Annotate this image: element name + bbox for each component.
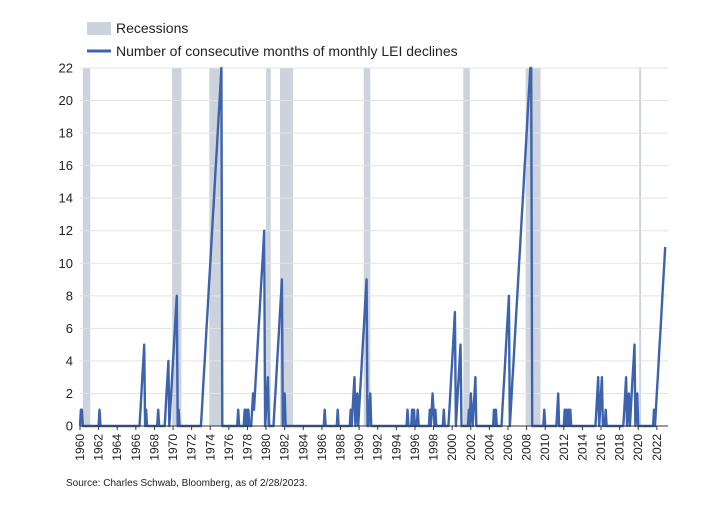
legend-label-recessions: Recessions [116,20,188,36]
x-tick-label-1970: 1970 [166,434,180,461]
y-tick-label-20: 20 [59,93,73,108]
y-tick-label-10: 10 [59,256,73,271]
x-tick-label-1962: 1962 [92,434,106,461]
x-tick-label-1990: 1990 [352,434,366,461]
x-tick-label-2012: 2012 [557,434,571,461]
recession-band-3 [266,68,271,426]
y-tick-label-14: 14 [59,191,73,206]
x-tick-label-1976: 1976 [222,434,236,461]
x-tick-label-1988: 1988 [334,434,348,461]
x-tick-label-2002: 2002 [464,434,478,461]
x-tick-label-1982: 1982 [278,434,292,461]
source-note: Source: Charles Schwab, Bloomberg, as of… [66,478,308,489]
legend-label-lei: Number of consecutive months of monthly … [116,43,458,59]
y-tick-label-8: 8 [66,288,73,303]
y-tick-label-18: 18 [59,126,73,141]
series-line-lei-declines [78,66,667,428]
x-tick-label-2018: 2018 [613,434,627,461]
x-tick-label-1984: 1984 [296,434,310,461]
recession-band-8 [639,68,642,426]
x-tick-label-1964: 1964 [110,434,124,461]
x-tick-label-2014: 2014 [575,434,589,461]
y-tick-label-12: 12 [59,223,73,238]
y-tick-label-16: 16 [59,158,73,173]
y-tick-label-0: 0 [66,419,73,434]
gridlines [80,67,668,394]
legend: Recessions Number of consecutive months … [87,20,458,59]
y-tick-label-6: 6 [66,321,73,336]
recession-band-0 [82,68,91,426]
x-tick-label-1968: 1968 [147,434,161,461]
recession-band-1 [172,68,182,426]
x-tick-label-1972: 1972 [185,434,199,461]
y-tick-label-22: 22 [59,61,73,76]
x-tick-label-2016: 2016 [594,434,608,461]
y-tick-label-4: 4 [66,353,73,368]
x-tick-label-1966: 1966 [129,434,143,461]
x-tick-label-2022: 2022 [650,434,664,461]
x-tick-label-2008: 2008 [520,434,534,461]
x-tick-label-2006: 2006 [501,434,515,461]
recession-bands [82,68,642,426]
recession-band-2 [209,68,222,426]
x-tick-label-2000: 2000 [445,434,459,461]
x-tick-label-1978: 1978 [240,434,254,461]
x-tick-label-1980: 1980 [259,434,273,461]
recession-band-6 [463,68,470,426]
x-tick-label-1986: 1986 [315,434,329,461]
recession-band-7 [525,68,541,426]
x-tick-label-1996: 1996 [408,434,422,461]
x-tick-label-2010: 2010 [538,434,552,461]
x-tick-label-1994: 1994 [389,434,403,461]
x-tick-label-2020: 2020 [631,434,645,461]
x-tick-label-1998: 1998 [427,434,441,461]
legend-swatch-recessions [87,22,111,35]
recession-band-5 [363,68,371,426]
x-tick-label-1960: 1960 [73,434,87,461]
y-tick-label-2: 2 [66,386,73,401]
series-layer [78,66,667,428]
x-tick-label-1974: 1974 [203,434,217,461]
x-tick-label-2004: 2004 [482,434,496,461]
x-tick-label-1992: 1992 [371,434,385,461]
